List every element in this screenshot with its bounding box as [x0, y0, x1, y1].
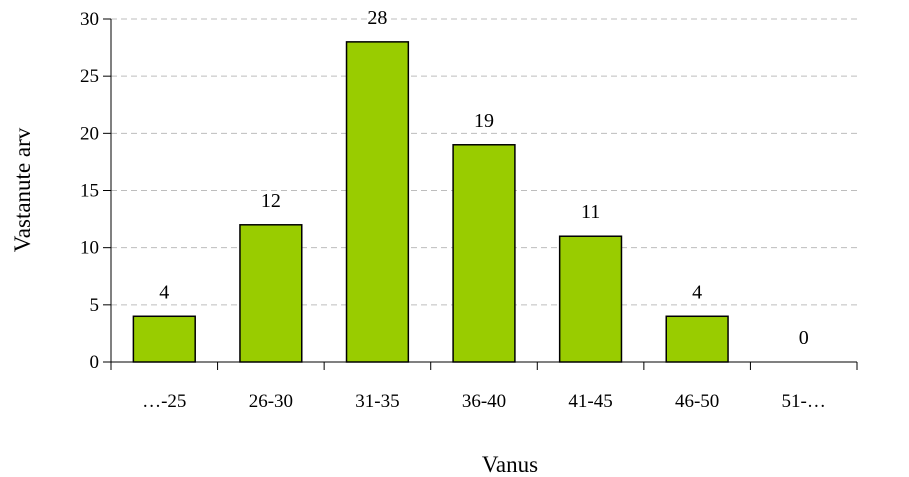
x-tick-label: 26-30	[249, 391, 293, 412]
y-tick-label: 15	[80, 181, 99, 202]
y-tick-label: 25	[80, 66, 99, 87]
data-label: 19	[474, 110, 494, 132]
x-tick-label: 41-45	[568, 391, 612, 412]
y-tick-label: 20	[80, 123, 99, 144]
y-tick-label: 30	[80, 9, 99, 30]
x-tick-label: 51-…	[782, 391, 826, 412]
x-axis-title: Vanus	[482, 452, 538, 477]
x-tick-label: 31-35	[355, 391, 399, 412]
bars	[132, 41, 729, 363]
bar-5	[665, 315, 729, 363]
bar-2	[345, 41, 410, 363]
x-tick-label: 46-50	[675, 391, 719, 412]
bar-3	[452, 144, 516, 363]
data-label: 11	[581, 201, 600, 223]
data-label: 4	[692, 281, 702, 303]
bar-0	[132, 315, 196, 363]
y-axis-title: Vastanute arv	[10, 127, 35, 252]
axes	[103, 18, 858, 370]
bar-4	[558, 235, 623, 363]
bar-1	[239, 224, 303, 363]
x-tick-labels: …-25 26-30 31-35 36-40 41-45 46-50 51-…	[142, 391, 826, 412]
y-tick-labels: 0 5 10 15 20 25 30	[80, 9, 99, 373]
y-tick-label: 10	[80, 238, 99, 259]
x-tick-label: 36-40	[462, 391, 506, 412]
x-tick-label: …-25	[142, 391, 186, 412]
y-tick-label: 5	[90, 295, 100, 316]
data-label: 0	[799, 327, 809, 349]
data-labels: 4 12 28 19 11 4 0	[159, 7, 808, 349]
data-label: 28	[367, 7, 387, 29]
data-label: 4	[159, 281, 169, 303]
data-label: 12	[261, 190, 281, 212]
y-tick-label: 0	[90, 352, 100, 373]
